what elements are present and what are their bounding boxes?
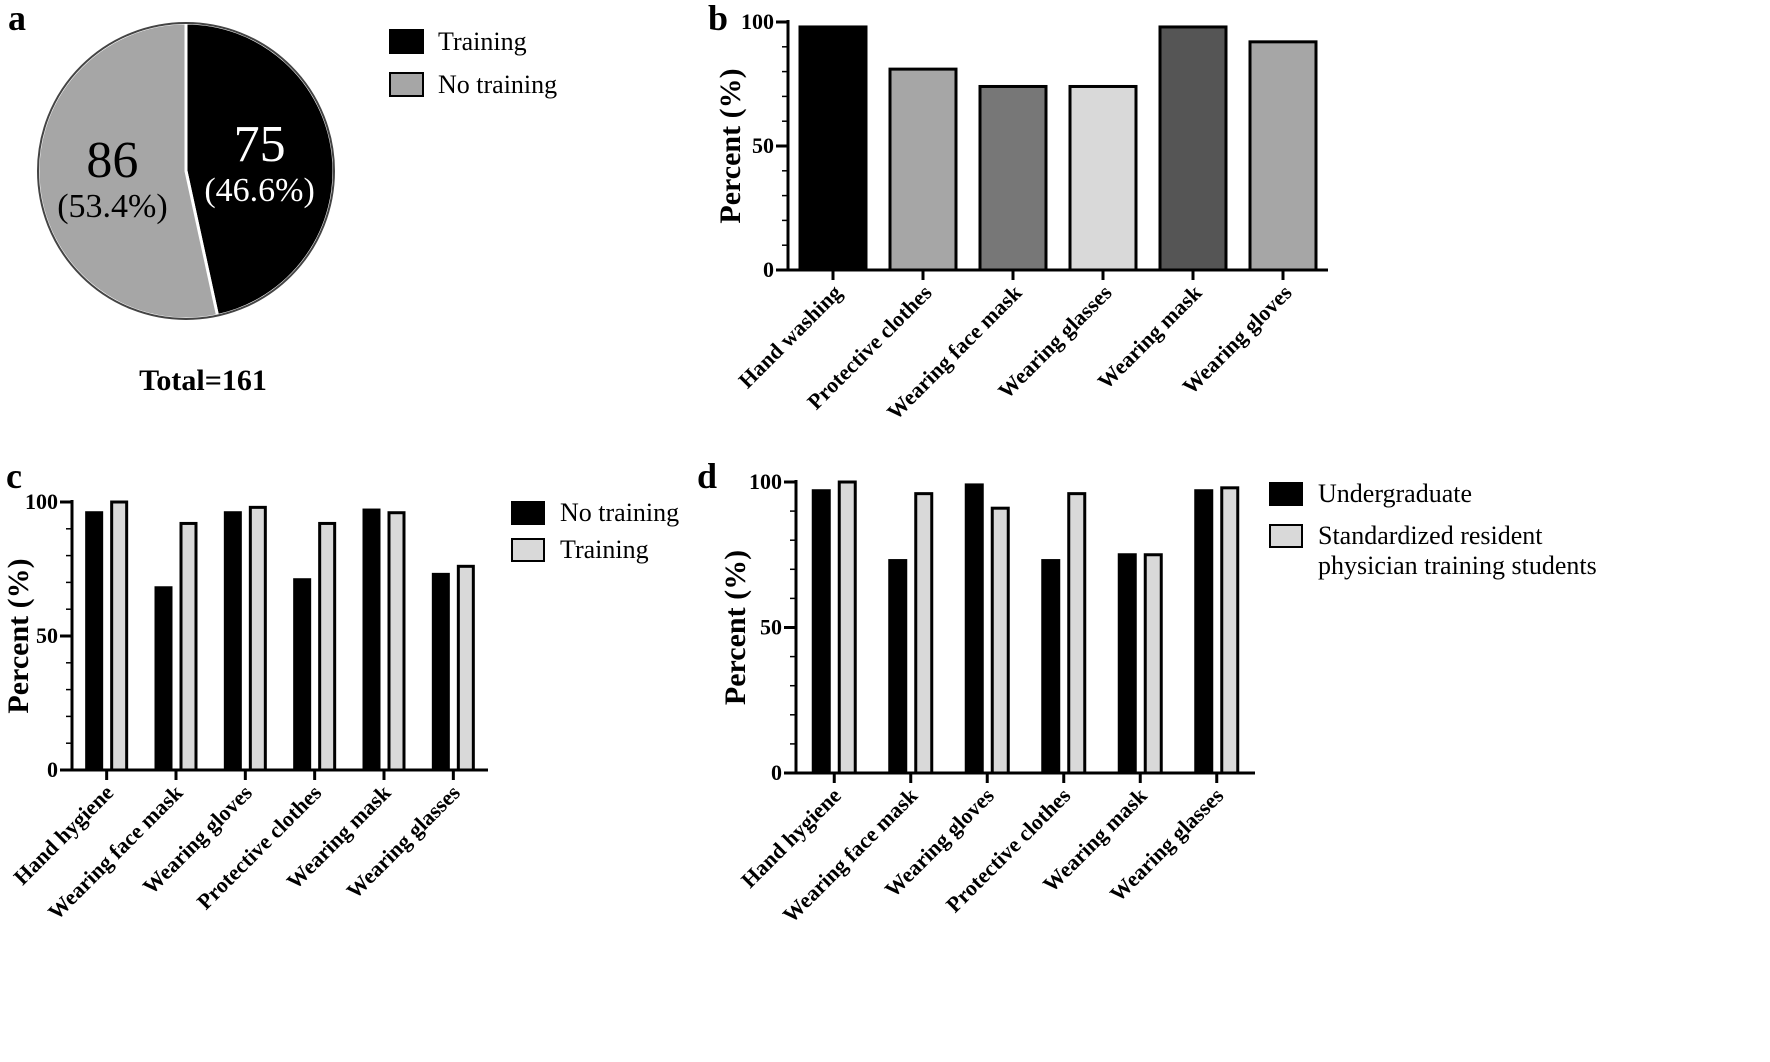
bar-5-1 [1220,486,1240,775]
y-tick-label: 50 [752,133,774,158]
legend-swatch-0 [511,501,545,525]
bar-3-0 [293,578,312,772]
bar-3-1 [318,521,337,772]
bar-5-0 [431,572,450,772]
y-tick-label: 50 [36,623,58,648]
legend-label-1: Standardized resident [1318,521,1543,550]
bar-4-1 [1143,553,1163,775]
bar-1-1 [914,492,934,775]
bar-2-1 [248,505,267,772]
legend-label-0: No training [560,498,679,527]
bar-4-0 [1117,553,1137,775]
y-tick-label: 100 [741,9,774,34]
x-tick-label: Protective clothes [192,780,327,915]
bar-5-0 [1194,489,1214,775]
bar-1-0 [888,67,958,272]
bar-0-1 [837,480,857,775]
bar-4-0 [362,508,381,772]
y-tick-label: 0 [47,757,58,782]
y-tick-label: 100 [749,469,782,494]
bar-2-0 [223,511,242,772]
panel-letter-c: c [6,456,22,496]
panel-letter-b: b [708,0,728,38]
bar-2-1 [990,506,1010,775]
pie-outline [37,22,335,320]
legend-label-1: Training [560,535,649,564]
y-axis-title: Percent (%) [719,550,752,705]
bar-4-1 [387,511,406,772]
legend-label-0: Training [438,27,527,56]
y-axis-title: Percent (%) [714,68,747,223]
panel-letter-d: d [697,456,717,496]
bar-3-0 [1068,84,1138,272]
legend-swatch-1 [389,72,424,97]
bar-0-1 [110,500,129,772]
bar-1-1 [179,521,198,772]
bar-5-1 [456,564,475,772]
y-axis-title: Percent (%) [2,558,35,713]
legend-label-1: No training [438,70,557,99]
bar-0-0 [811,489,831,775]
y-tick-label: 0 [771,760,782,785]
pie-percent-0: (46.6%) [204,172,314,209]
bar-2-0 [978,84,1048,272]
bar-1-0 [154,586,173,772]
y-tick-label: 100 [25,489,58,514]
bar-3-0 [1041,559,1061,775]
pie-value-1: 86 [86,132,138,189]
bar-0-0 [798,25,868,272]
legend-swatch-0 [1269,482,1303,506]
bar-3-1 [1067,492,1087,775]
bar-1-0 [888,559,908,775]
panel-a: a 75(46.6%) 86(53.4%) Training No training To… [8,0,557,397]
x-tick-label: Wearing face mask [778,782,923,927]
legend-swatch-1 [1269,524,1303,548]
pie-total: Total=161 [139,364,267,397]
bar-4-0 [1158,25,1228,272]
legend-swatch-0 [389,29,424,54]
y-tick-label: 50 [760,615,782,640]
pie-percent-1: (53.4%) [57,188,167,225]
y-tick-label: 0 [763,257,774,282]
legend-swatch-1 [511,538,545,562]
bar-5-0 [1248,40,1318,272]
bar-0-0 [85,511,104,772]
panel-letter-a: a [8,0,26,38]
bar-2-0 [964,483,984,775]
legend-label-0: Undergraduate [1318,479,1472,508]
pie-value-0: 75 [234,116,286,173]
legend-label-1: physician training students [1318,551,1597,580]
